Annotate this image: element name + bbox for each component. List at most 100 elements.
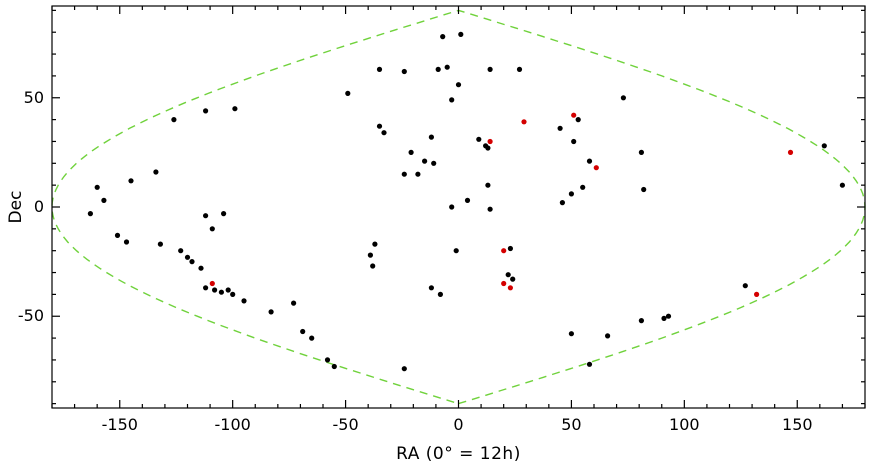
data-point <box>661 315 667 321</box>
x-axis-label: RA (0° = 12h) <box>396 444 521 464</box>
data-point <box>300 328 306 335</box>
data-point <box>241 298 247 304</box>
data-point <box>839 182 846 188</box>
data-point <box>485 182 491 188</box>
data-point <box>415 171 421 177</box>
data-point <box>571 138 577 145</box>
data-point <box>620 95 627 101</box>
data-point <box>507 285 513 291</box>
data-point <box>178 248 184 254</box>
data-point <box>401 366 407 372</box>
data-point <box>787 149 794 155</box>
data-point <box>458 31 464 37</box>
data-point <box>345 90 351 96</box>
data-point <box>476 136 482 142</box>
data-point <box>408 149 414 155</box>
data-point <box>114 232 121 238</box>
y-tick-label: 0 <box>34 197 44 216</box>
data-point <box>557 125 563 131</box>
data-point <box>376 66 383 72</box>
data-point <box>485 145 491 151</box>
data-point <box>641 186 647 193</box>
data-point <box>559 200 566 206</box>
data-point <box>449 204 455 210</box>
x-tick-label: 0 <box>453 415 463 434</box>
data-point <box>189 259 195 265</box>
data-point <box>203 213 209 219</box>
data-point <box>571 112 577 118</box>
data-point <box>128 178 134 184</box>
x-tick-label: 100 <box>669 415 700 434</box>
sources-red <box>209 112 794 297</box>
data-point <box>501 280 507 287</box>
data-point <box>101 197 107 203</box>
data-point <box>331 363 337 370</box>
data-point <box>376 123 383 129</box>
data-point <box>401 68 407 75</box>
y-tick-label: 50 <box>24 88 44 107</box>
data-point <box>309 335 315 341</box>
y-tick-label: -50 <box>18 306 44 325</box>
data-point <box>209 280 215 287</box>
data-point <box>487 66 493 72</box>
data-point <box>505 272 511 278</box>
data-point <box>203 108 209 114</box>
projection-boundary <box>51 9 866 405</box>
data-point <box>580 184 586 190</box>
data-point <box>401 171 407 177</box>
x-tick-label: 150 <box>782 415 813 434</box>
data-point <box>568 191 575 197</box>
data-point <box>507 245 513 252</box>
data-point <box>221 211 227 217</box>
data-point <box>586 158 593 164</box>
axis-ticks <box>51 6 866 408</box>
data-point <box>218 289 224 295</box>
data-point <box>171 117 177 123</box>
data-point <box>422 158 428 164</box>
data-point <box>230 291 236 297</box>
data-point <box>232 106 238 112</box>
data-point <box>665 313 672 319</box>
data-point <box>198 265 204 271</box>
x-tick-label: -150 <box>102 415 138 434</box>
data-point <box>157 241 163 247</box>
data-point <box>575 117 581 123</box>
data-point <box>428 134 434 140</box>
tick-labels: -150 -100 -50 0 50 100 150 -50 0 50 <box>18 88 813 434</box>
data-point <box>370 263 376 269</box>
plot-frame <box>51 5 866 409</box>
data-point <box>440 34 446 40</box>
data-point <box>431 160 437 166</box>
data-point <box>435 66 441 72</box>
data-point <box>510 276 516 282</box>
data-point <box>324 357 331 363</box>
data-point <box>372 241 378 247</box>
data-point <box>225 287 231 293</box>
data-point <box>516 66 523 72</box>
data-point <box>521 119 527 125</box>
data-point <box>94 184 100 190</box>
data-point <box>638 149 645 155</box>
data-point <box>464 197 471 203</box>
data-point <box>453 248 459 254</box>
data-point <box>501 248 507 254</box>
x-tick-label: -50 <box>333 415 359 434</box>
data-point <box>586 361 593 367</box>
data-point <box>153 169 159 175</box>
data-point <box>449 97 455 103</box>
sources-black <box>87 31 846 372</box>
data-point <box>487 206 493 212</box>
data-point <box>428 285 434 291</box>
x-tick-label: 50 <box>561 415 581 434</box>
data-point <box>291 300 297 306</box>
data-point <box>203 285 209 291</box>
data-point <box>87 211 93 217</box>
x-tick-label: -100 <box>215 415 251 434</box>
data-point <box>568 331 575 337</box>
data-point <box>212 287 218 293</box>
data-point <box>455 82 462 88</box>
data-point <box>381 130 387 136</box>
data-point <box>184 254 191 260</box>
